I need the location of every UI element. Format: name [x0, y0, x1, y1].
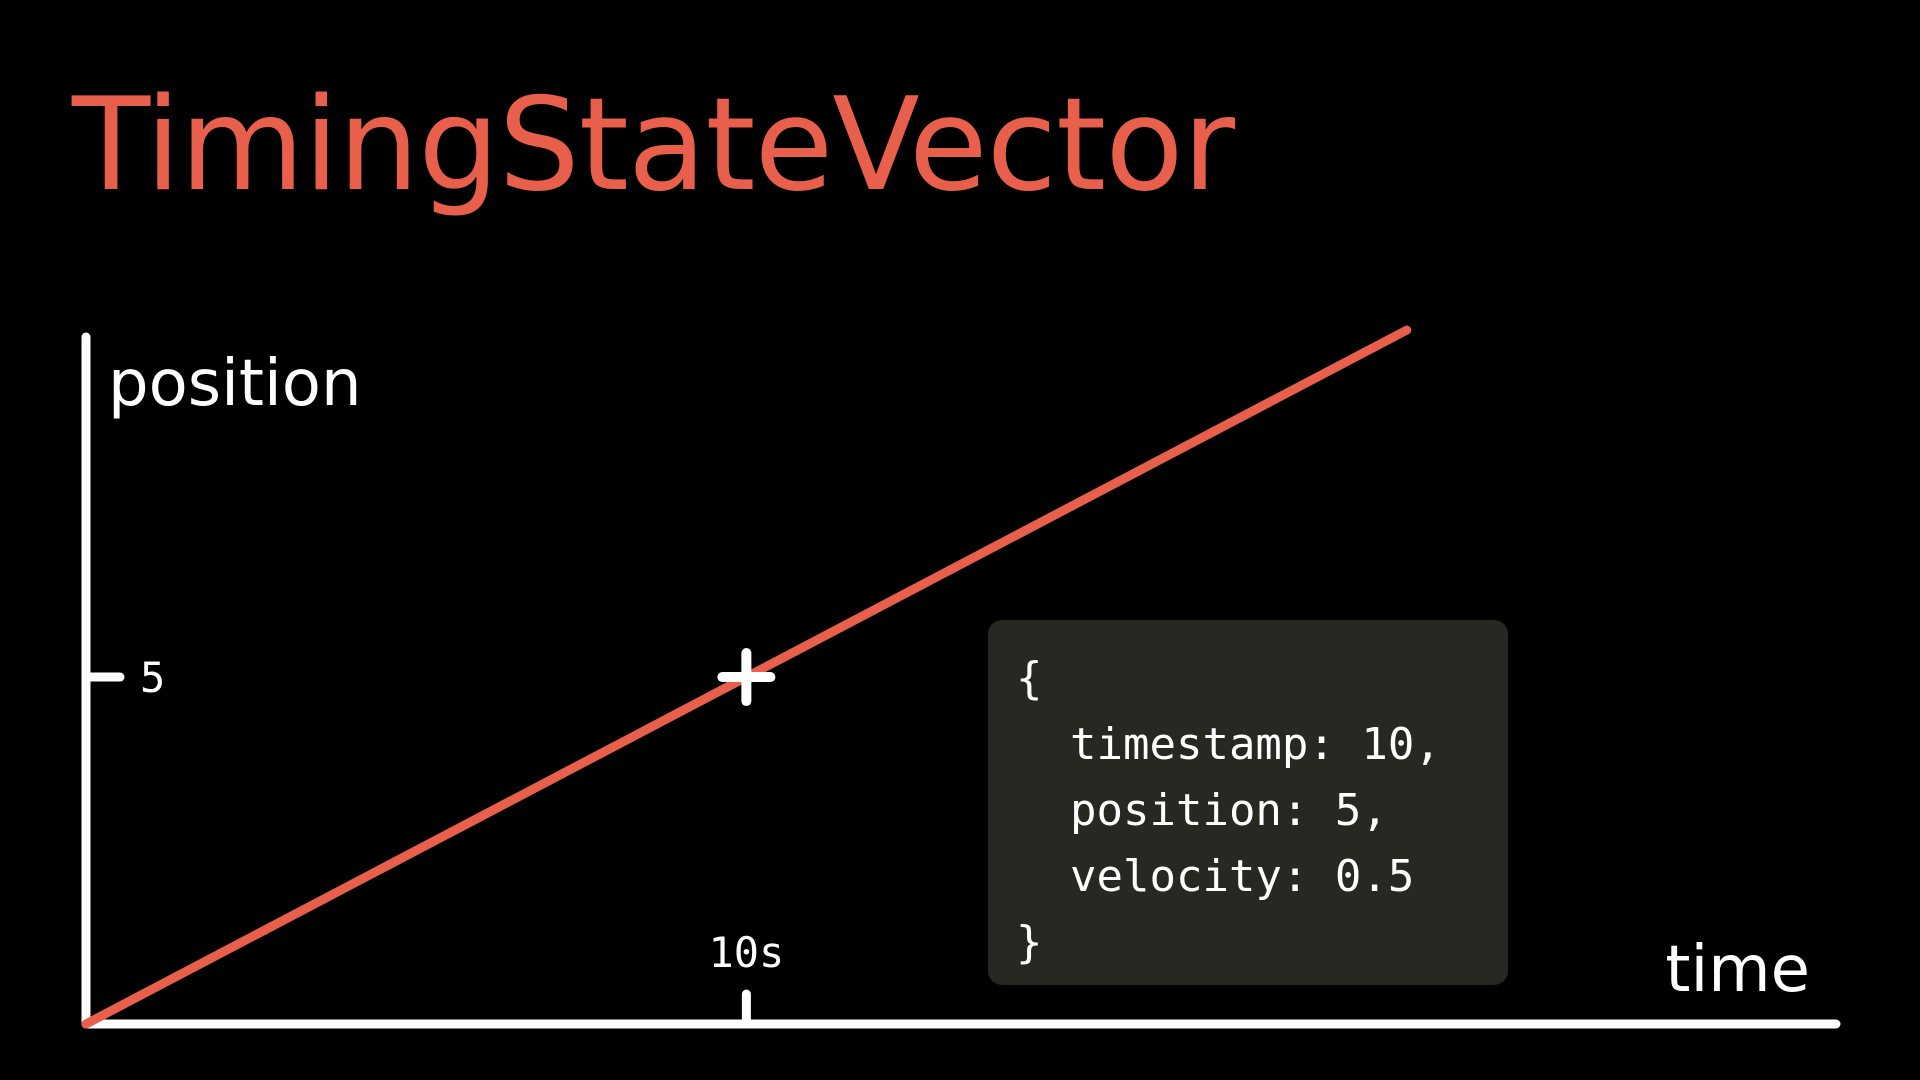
x-axis-label: time: [1665, 933, 1810, 1007]
code-line-velocity: velocity: 0.5: [1070, 851, 1415, 902]
marker-layer: [717, 648, 776, 707]
code-line-timestamp: timestamp: 10,: [1070, 719, 1441, 770]
code-line-position: position: 5,: [1070, 785, 1388, 836]
tick-group: 10s 5: [81, 653, 784, 1029]
y-axis-label: position: [108, 347, 362, 421]
code-close-brace: }: [1016, 917, 1043, 968]
y-tick-label: 5: [140, 653, 165, 702]
page-title: TimingStateVector: [72, 71, 1235, 220]
code-open-brace: {: [1016, 653, 1043, 704]
x-tick-label: 10s: [708, 928, 784, 977]
state-vector-code-panel: { timestamp: 10, position: 5, velocity: …: [988, 620, 1508, 985]
